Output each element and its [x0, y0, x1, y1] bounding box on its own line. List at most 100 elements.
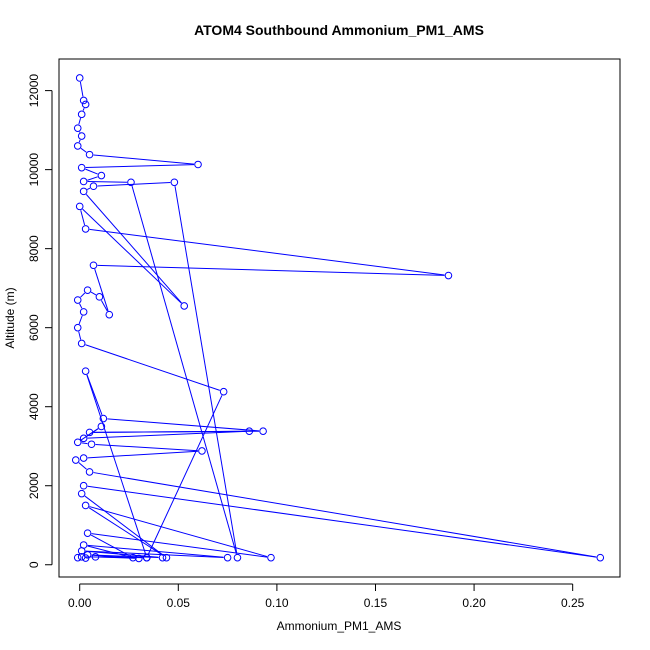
series-segment [90, 291, 97, 296]
data-point [73, 142, 82, 150]
series-segment [91, 533, 268, 558]
data-point [79, 454, 88, 462]
data-point [81, 100, 90, 109]
data-point [79, 308, 88, 316]
data-point [105, 310, 114, 319]
y-tick-label: 8000 [27, 235, 41, 262]
series-segment [86, 374, 146, 554]
x-tick-label: 0.05 [167, 596, 191, 610]
data-point [79, 177, 88, 186]
y-axis-label: Altitude (m) [3, 287, 17, 348]
data-point [79, 96, 88, 105]
series-segment [87, 176, 98, 181]
series-segment [79, 303, 83, 309]
series-segment [93, 472, 597, 558]
series-segment [93, 154, 195, 165]
series-segment [78, 139, 81, 143]
data-point [444, 271, 453, 280]
data-point [223, 553, 232, 562]
x-axis-label: Ammonium_PM1_AMS [277, 619, 402, 633]
data-point [81, 225, 90, 233]
data-point [81, 367, 90, 375]
data-point [77, 339, 86, 348]
x-tick-label: 0.15 [364, 596, 388, 610]
data-point [267, 553, 275, 562]
series-segment [78, 315, 83, 325]
series-segment [85, 194, 182, 304]
chart-title: ATOM4 Southbound Ammonium_PM1_AMS [194, 22, 484, 38]
x-tick-label: 0.25 [561, 596, 585, 610]
series-segment [89, 506, 268, 558]
series-segment [94, 268, 109, 311]
x-tick-label: 0.00 [68, 596, 92, 610]
series-segment [85, 550, 159, 558]
series-segment [80, 292, 86, 298]
series-segment [78, 331, 82, 340]
data-point [81, 501, 90, 510]
x-tick-label: 0.10 [265, 596, 289, 610]
series-segment [80, 210, 86, 226]
series-group [71, 74, 605, 563]
y-tick-label: 10000 [27, 153, 41, 187]
data-point [73, 296, 82, 304]
data-point [83, 529, 92, 537]
series-segment [82, 107, 85, 111]
data-point [73, 124, 82, 132]
series-segment [85, 556, 143, 559]
series-segment [93, 430, 246, 433]
data-point [87, 440, 96, 449]
data-point [91, 553, 100, 561]
data-point [97, 171, 106, 180]
series-segment [81, 442, 88, 445]
data-point [219, 387, 228, 396]
data-point [97, 422, 106, 431]
series-segment [78, 118, 82, 125]
data-point [245, 427, 254, 436]
data-point [129, 553, 137, 562]
data-point [89, 261, 98, 270]
data-point [71, 456, 80, 464]
data-point [198, 447, 206, 455]
series-segment [87, 450, 198, 459]
data-point [99, 414, 108, 423]
series-segment [78, 462, 87, 470]
data-point [75, 74, 84, 82]
series-segment [97, 264, 445, 276]
data-point [127, 178, 135, 187]
data-point [73, 438, 82, 447]
series-segment [88, 507, 164, 556]
plot-box [58, 58, 621, 578]
data-point [77, 110, 86, 119]
y-axis: 0 2000 4000 6000 8000 10000 12000 [27, 74, 53, 568]
data-point [83, 286, 92, 294]
series-segment [87, 544, 224, 558]
series-segment [86, 374, 103, 415]
series-segment [85, 164, 195, 169]
series-segment [80, 428, 99, 441]
series-segment [107, 418, 260, 432]
data-point [158, 553, 167, 562]
data-point [233, 553, 242, 562]
series-segment [87, 181, 127, 183]
data-point [85, 428, 94, 437]
series-segment [85, 550, 224, 558]
data-point [259, 427, 267, 436]
y-tick-label: 0 [27, 561, 41, 568]
data-point [79, 481, 88, 490]
series-segment [84, 495, 164, 556]
series-segment [86, 187, 91, 190]
series-segment [82, 208, 182, 304]
series-segment [100, 300, 108, 312]
series-segment [85, 168, 98, 175]
data-point [77, 547, 86, 555]
data-point [77, 163, 86, 172]
series-segment [174, 186, 238, 554]
series-segment [131, 185, 237, 554]
series-segment [95, 443, 198, 452]
data-point [73, 553, 82, 562]
series-segment [87, 485, 597, 558]
data-point [135, 554, 143, 563]
series-segment [79, 81, 84, 97]
data-point [194, 160, 202, 169]
